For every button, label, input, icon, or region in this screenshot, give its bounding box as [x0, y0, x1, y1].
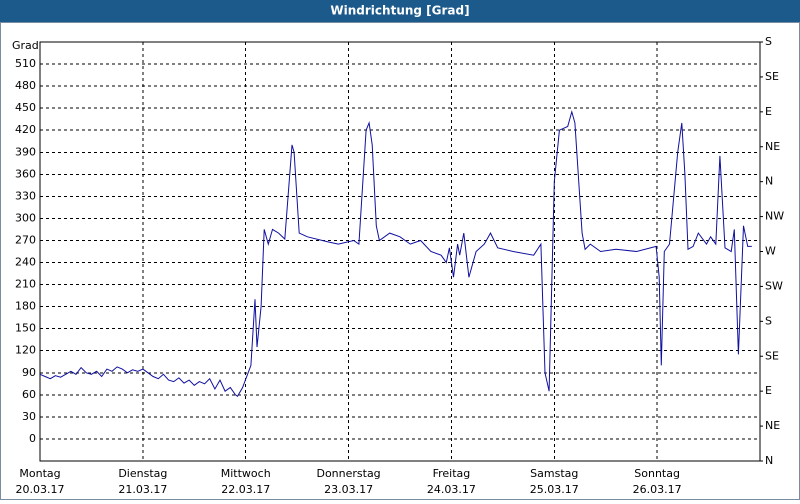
data-line [39, 109, 752, 398]
y2-tick-label: E [765, 384, 772, 397]
x-tick-label: Sonntag [634, 467, 680, 480]
y2-tick-label: SW [765, 279, 783, 292]
y-tick-label: 240 [15, 256, 36, 269]
y2-tick-label: E [765, 105, 772, 118]
y-tick-label: 450 [15, 101, 36, 114]
y2-tick-label: S [765, 35, 772, 48]
y-tick-label: 360 [15, 167, 36, 180]
y2-tick-label: SE [765, 70, 779, 83]
x-tick-label: Dienstag [118, 467, 167, 480]
y-tick-label: 480 [15, 79, 36, 92]
x-tick-label: Mittwoch [221, 467, 271, 480]
y-tick-label: 300 [15, 211, 36, 224]
y2-tick-label: NE [765, 140, 780, 153]
y-tick-label: 60 [22, 388, 36, 401]
x-tick-date: 20.03.17 [16, 483, 65, 496]
x-tick-date: 23.03.17 [324, 483, 373, 496]
x-tick-label: Donnerstag [316, 467, 380, 480]
y-tick-label: 0 [29, 432, 36, 445]
y-tick-label: 150 [15, 322, 36, 335]
y-tick-label: 330 [15, 189, 36, 202]
y2-tick-label: NE [765, 419, 780, 432]
y2-tick-label: N [765, 454, 773, 467]
y-tick-label: 270 [15, 233, 36, 246]
y2-tick-label: S [765, 314, 772, 327]
y-tick-label: 90 [22, 366, 36, 379]
y2-tick-label: SE [765, 349, 779, 362]
x-tick-date: 22.03.17 [221, 483, 270, 496]
x-tick-label: Samstag [530, 467, 578, 480]
chart-title: Windrichtung [Grad] [330, 4, 469, 18]
plot-area [39, 41, 761, 462]
y-tick-label: 30 [22, 410, 36, 423]
x-tick-date: 25.03.17 [530, 483, 579, 496]
y-tick-label: 390 [15, 145, 36, 158]
y-tick-label: 180 [15, 300, 36, 313]
x-tick-label: Montag [19, 467, 60, 480]
x-tick-date: 26.03.17 [633, 483, 682, 496]
x-tick-date: 24.03.17 [427, 483, 476, 496]
title-bar [0, 0, 800, 22]
y-tick-label: 420 [15, 123, 36, 136]
y-tick-label: 510 [15, 57, 36, 70]
y2-tick-label: NW [765, 210, 784, 223]
y-axis-label: Grad [12, 39, 39, 52]
frame [0, 22, 800, 500]
y-tick-label: 120 [15, 344, 36, 357]
y-tick-label: 210 [15, 278, 36, 291]
x-tick-date: 21.03.17 [118, 483, 167, 496]
x-tick-label: Freitag [433, 467, 471, 480]
y2-tick-label: N [765, 175, 773, 188]
y2-tick-label: W [765, 245, 776, 258]
